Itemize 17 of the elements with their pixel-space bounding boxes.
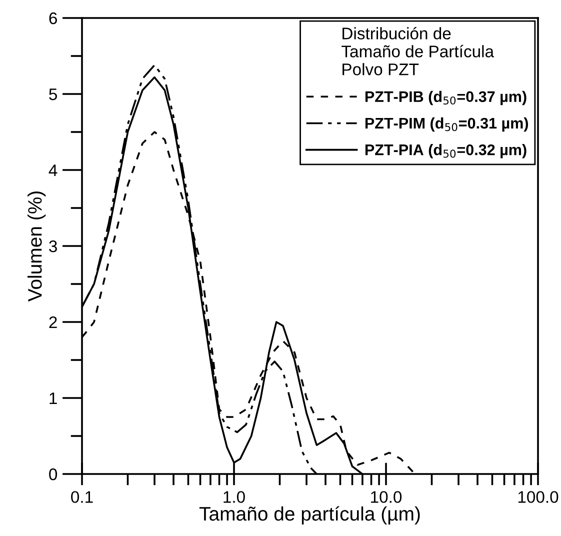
x-tick-label: 10.0 [371,491,402,503]
y-tick-label: 3 [49,240,57,252]
y-tick-label: 4 [48,164,58,176]
legend-title: Distribución de Tamaño de Partícula Polvo PZT [342,26,494,76]
legend-label: PZT-PIM (d$_{50}$=0.31 µm) [365,117,528,132]
y-tick-label: 5 [49,88,57,100]
y-tick-label: 0 [49,468,58,480]
y-tick-label: 6 [49,12,57,24]
x-tick-label: 100.0 [518,491,558,503]
x-tick-label: 0.1 [71,491,93,503]
y-tick-label: 1 [50,392,57,404]
y-tick-label: 2 [49,316,57,328]
y-axis-title: Volumen (%) [28,192,46,302]
legend-label: PZT-PIB (d$_{50}$=0.37 µm) [365,90,526,106]
legend-label: PZT-PIA (d$_{50}$=0.32 µm) [365,144,526,158]
x-axis-title: Tamaño de partícula (µm) [199,506,420,525]
x-tick-label: 1.0 [224,491,245,503]
